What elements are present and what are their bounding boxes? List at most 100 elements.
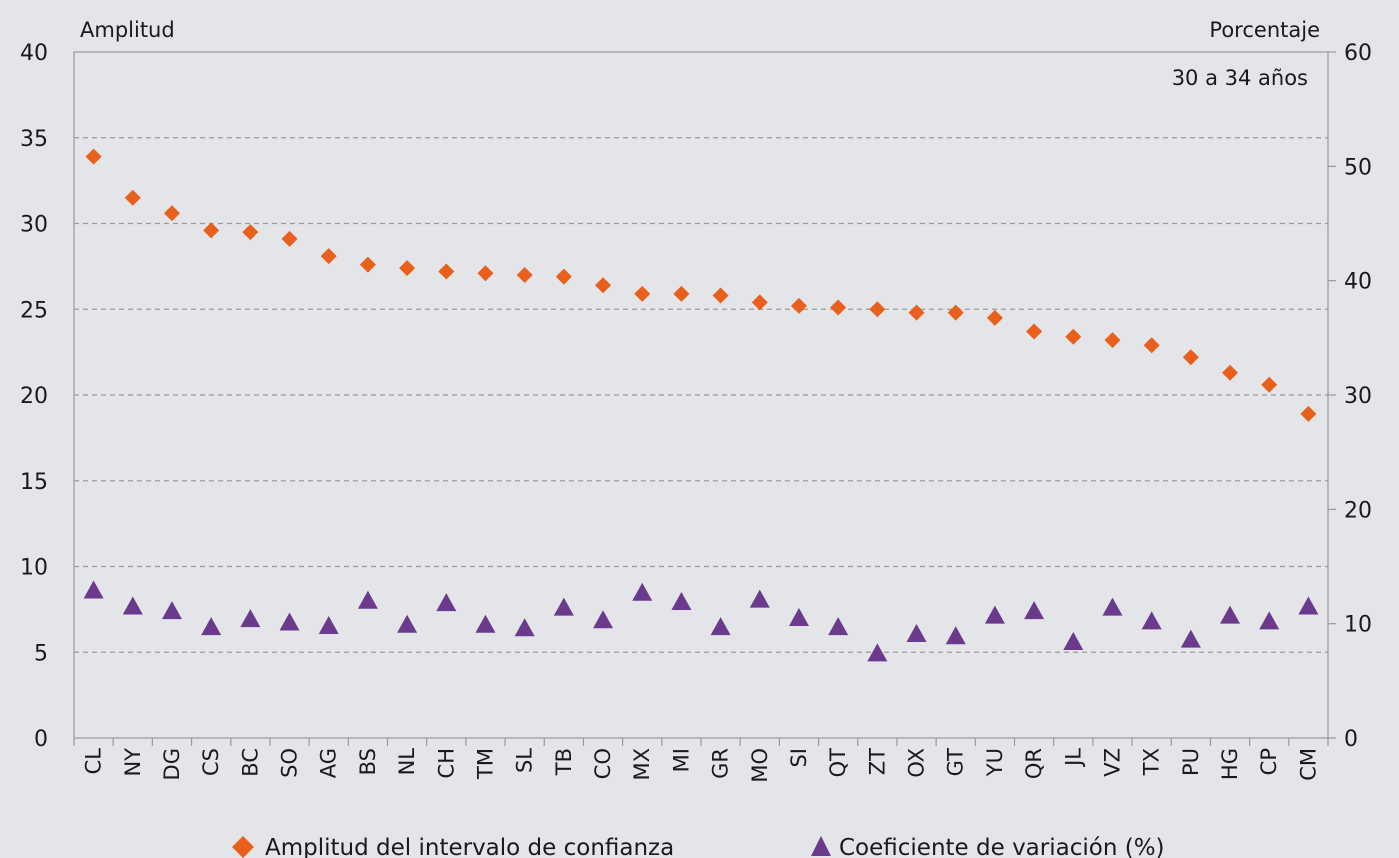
coeficiente-point xyxy=(788,607,809,626)
category-label: CH xyxy=(434,748,458,778)
category-label: PU xyxy=(1179,748,1203,776)
coeficiente-point xyxy=(475,614,496,633)
amplitud-point xyxy=(320,248,337,265)
category-label: BC xyxy=(238,748,262,777)
amplitud-point xyxy=(163,205,180,222)
left-tick-label: 5 xyxy=(34,641,48,666)
amplitud-point xyxy=(477,265,494,282)
category-label: CL xyxy=(82,748,106,775)
amplitud-point xyxy=(242,224,259,241)
amplitud-point xyxy=(908,304,925,321)
category-label: AG xyxy=(317,748,341,778)
category-label: MX xyxy=(630,748,654,781)
coeficiente-point xyxy=(1259,611,1280,630)
category-label: SI xyxy=(787,748,811,768)
coeficiente-point xyxy=(867,643,888,662)
coeficiente-point xyxy=(632,582,653,601)
coeficiente-point xyxy=(1220,605,1241,624)
coeficiente-point xyxy=(710,617,731,636)
amplitud-point xyxy=(1104,332,1121,349)
legend-label-coeficiente: Coeficiente de variación (%) xyxy=(839,835,1165,858)
right-tick-label: 10 xyxy=(1344,613,1372,638)
category-label: TX xyxy=(1140,748,1164,776)
amplitud-point xyxy=(281,230,298,247)
left-axis-ticks: 0 5 10 15 20 25 30 35 40 xyxy=(20,41,48,752)
chart-annotation: 30 a 34 años xyxy=(1172,66,1308,90)
coeficiente-point xyxy=(906,623,927,642)
category-label: SL xyxy=(513,748,537,773)
amplitud-point xyxy=(830,299,847,316)
category-label: GT xyxy=(944,748,968,777)
left-tick-label: 10 xyxy=(20,556,48,581)
left-tick-label: 35 xyxy=(20,127,48,152)
category-label: OX xyxy=(905,748,929,778)
coeficiente-point xyxy=(671,591,692,610)
coeficiente-point xyxy=(161,601,182,620)
coeficiente-point xyxy=(1024,601,1045,620)
coeficiente-point xyxy=(357,590,378,609)
left-axis-title: Amplitud xyxy=(80,18,175,42)
amplitud-point xyxy=(673,285,690,302)
category-label: DG xyxy=(160,748,184,780)
amplitud-point xyxy=(1300,405,1317,422)
left-tick-label: 25 xyxy=(20,298,48,323)
amplitud-point xyxy=(555,268,572,285)
category-label: QR xyxy=(1022,748,1046,779)
left-tick-label: 20 xyxy=(20,384,48,409)
category-label: CS xyxy=(199,748,223,776)
amplitud-point xyxy=(634,285,651,302)
right-tick-label: 20 xyxy=(1344,498,1372,523)
coeficiente-point xyxy=(318,615,339,634)
coeficiente-point xyxy=(1141,611,1162,630)
right-tick-label: 40 xyxy=(1344,270,1372,295)
right-tick-label: 60 xyxy=(1344,41,1372,66)
category-label: NL xyxy=(395,748,419,776)
amplitud-point xyxy=(85,148,102,165)
category-label: QT xyxy=(826,748,850,778)
coeficiente-point xyxy=(397,614,418,633)
category-label: CM xyxy=(1296,748,1320,781)
amplitud-point xyxy=(1143,337,1160,354)
amplitud-point xyxy=(203,222,220,239)
coeficiente-point xyxy=(514,618,535,637)
amplitud-point xyxy=(124,189,141,206)
coeficiente-point xyxy=(984,605,1005,624)
category-label: ZT xyxy=(865,748,889,775)
coeficiente-point xyxy=(279,612,300,631)
coeficiente-point xyxy=(553,597,574,616)
amplitud-point xyxy=(1182,349,1199,366)
right-axis-ticks: 0 10 20 30 40 50 60 xyxy=(1328,41,1372,752)
amplitud-point xyxy=(516,266,533,283)
coeficiente-point xyxy=(240,609,261,628)
amplitud-point xyxy=(1222,364,1239,381)
category-label: YU xyxy=(983,748,1007,777)
amplitud-point xyxy=(359,256,376,273)
right-tick-label: 30 xyxy=(1344,384,1372,409)
coeficiente-point xyxy=(593,610,614,629)
amplitud-point xyxy=(986,309,1003,326)
coeficiente-point xyxy=(83,580,104,599)
category-label: MO xyxy=(748,748,772,783)
category-label: HG xyxy=(1218,748,1242,780)
amplitud-point xyxy=(790,297,807,314)
amplitud-point xyxy=(399,260,416,277)
coeficiente-point xyxy=(1298,596,1319,615)
amplitud-point xyxy=(1065,328,1082,345)
category-label: BS xyxy=(356,748,380,775)
category-label: CP xyxy=(1257,748,1281,775)
amplitud-point xyxy=(1261,376,1278,393)
category-label: GR xyxy=(709,748,733,779)
legend-diamond-icon xyxy=(232,836,254,858)
amplitud-point xyxy=(712,287,729,304)
coeficiente-point xyxy=(1180,629,1201,648)
amplitud-point xyxy=(751,294,768,311)
grid-lines xyxy=(74,137,1328,653)
legend-label-amplitud: Amplitud del intervalo de confianza xyxy=(265,835,674,858)
legend: Amplitud del intervalo de confianza Coef… xyxy=(232,835,1165,858)
amplitud-point xyxy=(595,277,612,294)
legend-triangle-icon xyxy=(811,836,831,856)
left-tick-label: 40 xyxy=(20,41,48,66)
category-label: JL xyxy=(1061,748,1085,768)
right-axis-title: Porcentaje xyxy=(1209,18,1320,42)
